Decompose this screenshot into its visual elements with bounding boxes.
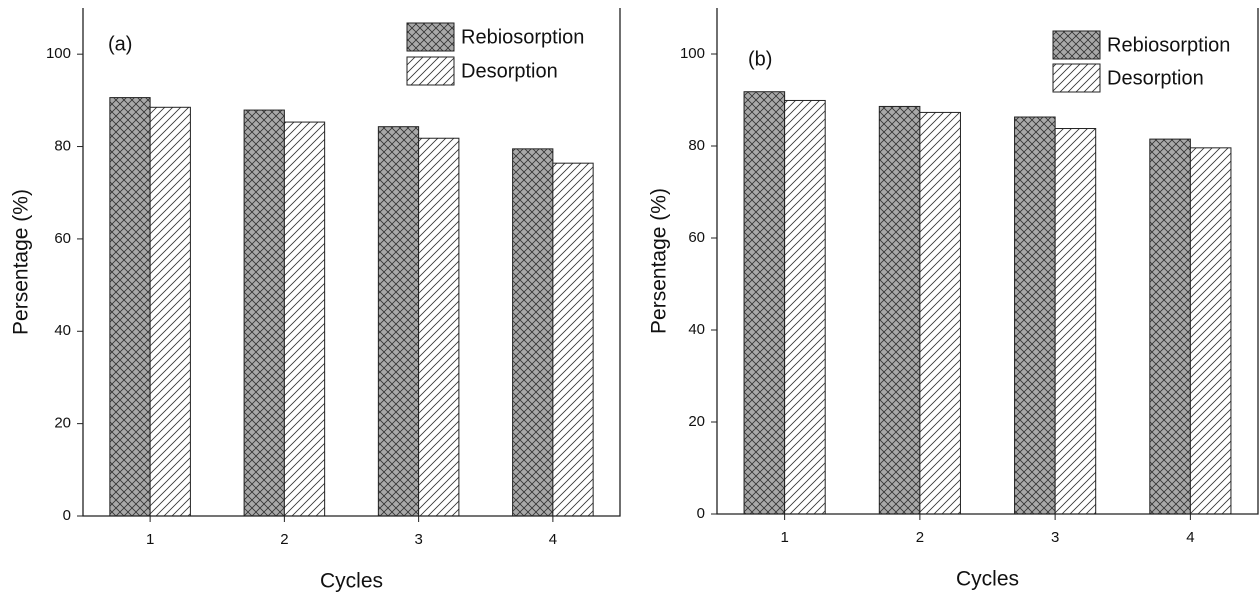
y-tick-label: 40 [54,322,71,339]
bar [1014,116,1056,515]
y-tick-label: 0 [63,507,71,524]
legend-label: Desorption [461,60,558,82]
bar [149,106,191,517]
bar [1149,138,1191,515]
x-tick-label: 1 [146,531,154,548]
x-tick-label: 2 [916,529,924,546]
legend-swatch [1052,63,1101,93]
bar [784,99,826,515]
x-tick-label: 1 [780,529,788,546]
axis-frame [716,8,1259,515]
annotation: (a) [108,33,132,55]
bar [109,97,151,517]
y-axis-title: Persentage (%) [648,188,671,334]
x-axis-title: Cycles [956,568,1019,591]
y-tick-label: 0 [697,505,705,522]
bar [919,111,961,515]
bar [243,109,285,517]
bar [552,162,594,517]
x-axis-title: Cycles [320,570,383,593]
x-tick-label: 4 [1186,529,1194,546]
legend-label: Rebiosorption [1107,34,1230,56]
bar [283,121,326,517]
bar [418,137,460,517]
y-tick-label: 80 [54,138,71,155]
y-tick-label: 80 [688,137,705,154]
y-tick-label: 20 [688,413,705,430]
axis-frame [82,8,621,517]
legend-label: Desorption [1107,67,1204,89]
bar [1189,147,1232,515]
bar [1054,128,1097,515]
legend-swatch [1052,30,1101,60]
x-tick-label: 3 [414,531,422,548]
bar [512,148,554,517]
annotation: (b) [748,48,772,70]
y-tick-label: 60 [54,230,71,247]
y-tick-label: 40 [688,321,705,338]
y-tick-label: 100 [680,45,705,62]
legend-label: Rebiosorption [461,26,584,48]
bar [878,105,921,515]
x-tick-label: 4 [549,531,557,548]
legend-swatch [406,22,455,52]
x-tick-label: 3 [1051,529,1059,546]
legend-swatch [406,56,455,86]
x-tick-label: 2 [280,531,288,548]
y-tick-label: 20 [54,415,71,432]
y-axis-title: Persentage (%) [10,189,33,335]
y-tick-label: 100 [46,45,71,62]
bar [377,126,420,517]
bar [743,91,786,515]
y-tick-label: 60 [688,229,705,246]
